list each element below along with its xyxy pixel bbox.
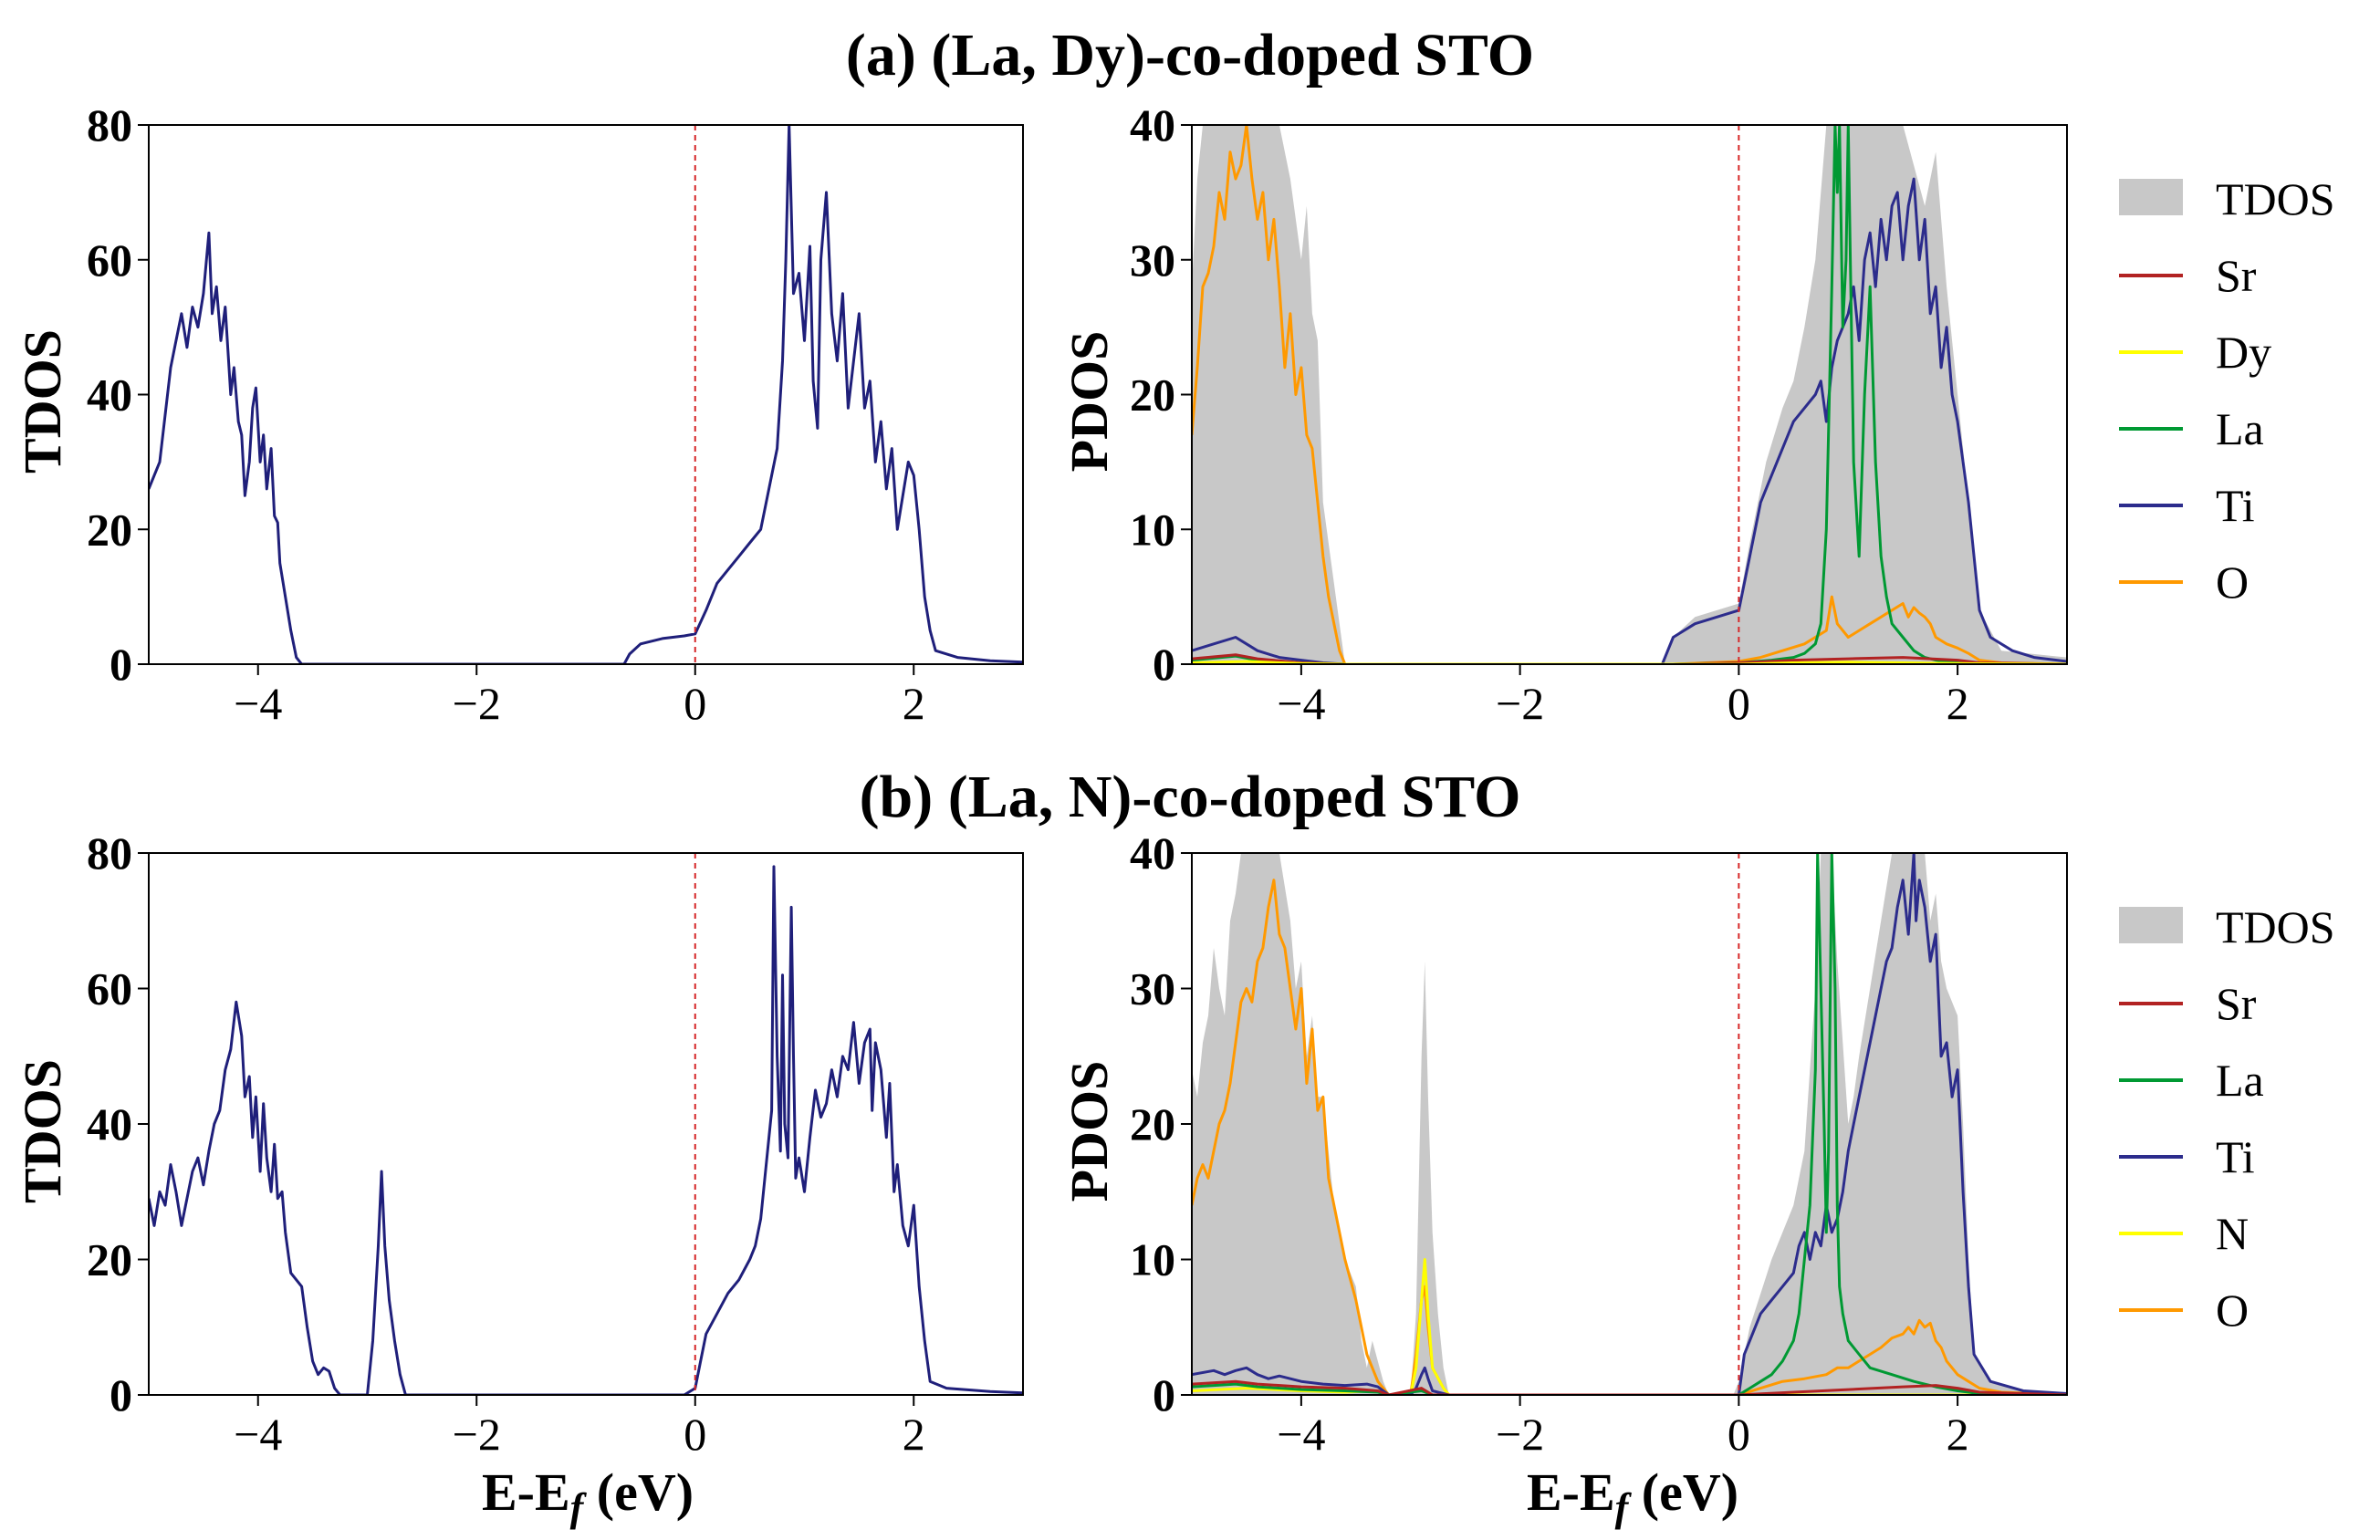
a-pdos-xtick-label: 0 xyxy=(1728,678,1750,729)
legend-a-label-o: O xyxy=(2216,557,2249,608)
b-tdos-xtick-label: −2 xyxy=(453,1409,501,1460)
a-pdos-tdos-fill xyxy=(1192,125,2067,664)
b-pdos-tdos-fill xyxy=(1192,853,2067,1395)
a-tdos-xtick-label: −4 xyxy=(234,678,282,729)
a-pdos-ytick-label: 30 xyxy=(1130,234,1175,286)
a-pdos-series-group xyxy=(1192,125,2067,664)
b-pdos-ytick-label: 10 xyxy=(1130,1234,1175,1285)
a-tdos-ytick-label: 60 xyxy=(87,234,132,286)
b-tdos-ytick-label: 40 xyxy=(87,1098,132,1150)
panel-b-pdos-ylabel: PDOS xyxy=(1060,1061,1119,1202)
b-tdos-xtick-label: 0 xyxy=(684,1409,706,1460)
a-pdos-ytick-label: 10 xyxy=(1130,504,1175,555)
panel-b-tdos-xlabel: E-Ef (eV) xyxy=(482,1462,694,1530)
b-pdos-sr-line xyxy=(1192,1379,2067,1395)
b-pdos-o-line xyxy=(1192,879,2067,1395)
a-tdos-xtick-label: −2 xyxy=(453,678,501,729)
legend-a-label-dy: Dy xyxy=(2216,327,2271,378)
a-pdos-ytick-label: 40 xyxy=(1130,99,1175,151)
a-pdos-xtick-label: −4 xyxy=(1277,678,1325,729)
panel-a-tdos-ylabel: TDOS xyxy=(13,329,72,473)
b-pdos-xtick-label: −2 xyxy=(1496,1409,1544,1460)
legend-b: TDOS Sr La Ti NO xyxy=(2119,901,2335,1336)
b-tdos-ytick-label: 60 xyxy=(87,963,132,1015)
b-pdos-ti-line xyxy=(1192,853,2067,1395)
b-tdos-xtick-label: −4 xyxy=(234,1409,282,1460)
legend-b-label-o: O xyxy=(2216,1285,2249,1336)
legend-a-label-sr: Sr xyxy=(2216,250,2257,301)
a-tdos-ytick-label: 20 xyxy=(87,504,132,555)
legend-b-label-tdos: TDOS xyxy=(2216,901,2335,952)
panel-b-tdos-ylabel: TDOS xyxy=(13,1059,72,1203)
a-pdos-xtick-label: 2 xyxy=(1947,678,1969,729)
b-pdos-ytick-label: 30 xyxy=(1130,963,1175,1015)
legend-b-label-la: La xyxy=(2216,1055,2264,1106)
b-pdos-ytick-label: 40 xyxy=(1130,827,1175,879)
panel-b-title: (b) (La, N)-co-doped STO xyxy=(860,764,1521,830)
a-tdos-ytick-label: 0 xyxy=(110,639,132,690)
a-tdos-xtick-label: 2 xyxy=(903,678,925,729)
legend-a-label-la: La xyxy=(2216,403,2264,454)
a-pdos-o-line xyxy=(1192,125,2067,664)
legend-a-label-ti: Ti xyxy=(2216,480,2255,531)
b-tdos-ytick-label: 0 xyxy=(110,1369,132,1420)
legend-b-label-ti: Ti xyxy=(2216,1131,2255,1182)
b-tdos-ytick-label: 80 xyxy=(87,827,132,879)
legend-a-label-tdos: TDOS xyxy=(2216,173,2335,224)
b-pdos-ytick-label: 20 xyxy=(1130,1098,1175,1150)
a-tdos-ytick-label: 40 xyxy=(87,369,132,421)
a-tdos-tdos-line xyxy=(149,125,1023,664)
a-pdos-ytick-label: 0 xyxy=(1153,639,1175,690)
legend-a: TDOS Sr Dy La Ti O xyxy=(2119,173,2335,608)
a-pdos-ti-line xyxy=(1192,177,2067,664)
a-pdos-ytick-label: 20 xyxy=(1130,369,1175,421)
panel-b-pdos-xlabel: E-Ef (eV) xyxy=(1527,1462,1738,1530)
legend-b-swatch-tdos xyxy=(2119,907,2183,943)
b-pdos-xtick-label: 0 xyxy=(1728,1409,1750,1460)
b-pdos-xtick-label: −4 xyxy=(1277,1409,1325,1460)
a-pdos-xtick-label: −2 xyxy=(1496,678,1544,729)
panel-a-pdos-ylabel: PDOS xyxy=(1060,331,1119,473)
a-tdos-ytick-label: 80 xyxy=(87,99,132,151)
legend-a-swatch-tdos xyxy=(2119,179,2183,215)
b-pdos-ytick-label: 0 xyxy=(1153,1369,1175,1420)
a-tdos-series-group xyxy=(149,125,1023,664)
panel-a-title: (a) (La, Dy)-co-doped STO xyxy=(846,22,1534,88)
b-pdos-xtick-label: 2 xyxy=(1947,1409,1969,1460)
b-tdos-xtick-label: 2 xyxy=(903,1409,925,1460)
legend-b-label-sr: Sr xyxy=(2216,978,2257,1029)
b-tdos-ytick-label: 20 xyxy=(87,1234,132,1285)
a-tdos-xtick-label: 0 xyxy=(684,678,706,729)
legend-b-label-n: N xyxy=(2216,1208,2249,1259)
